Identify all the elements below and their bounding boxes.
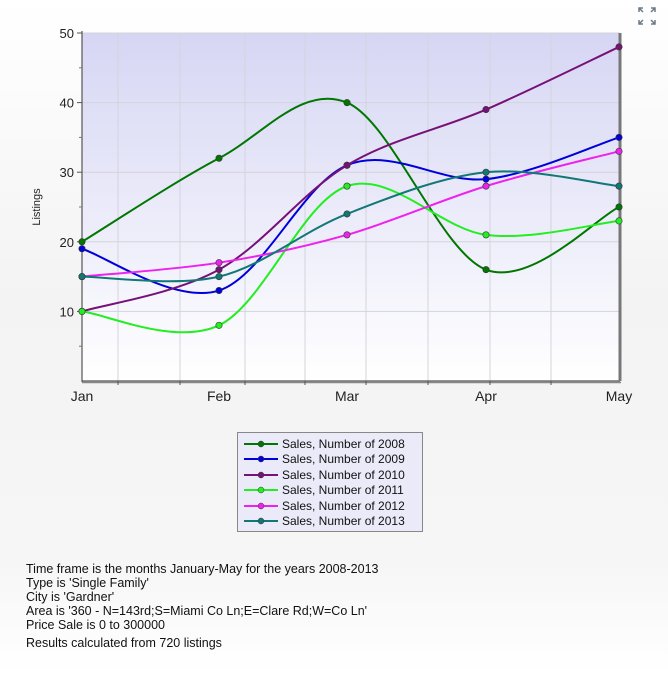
data-point <box>482 106 490 114</box>
series-line <box>81 182 620 334</box>
series-line <box>81 97 620 274</box>
expand-icon[interactable] <box>636 5 658 27</box>
y-tick-label: 10 <box>60 304 74 319</box>
data-point <box>78 307 86 315</box>
data-point <box>343 182 351 190</box>
report-criteria: Time frame is the months January-May for… <box>26 562 378 650</box>
legend-label: Sales, Number of 2009 <box>282 452 405 467</box>
y-tick-label: 20 <box>60 235 74 250</box>
series-sales-number-of-2008 <box>78 97 623 274</box>
y-axis-title: Listings <box>31 188 43 226</box>
legend-label: Sales, Number of 2010 <box>282 467 405 482</box>
data-point <box>482 182 490 190</box>
x-tick-label: Feb <box>207 388 231 404</box>
criteria-line: Price Sale is 0 to 300000 <box>26 618 165 632</box>
data-point <box>343 99 351 107</box>
results-summary: Results calculated from 720 listings <box>26 636 222 650</box>
data-point <box>343 231 351 239</box>
data-point <box>78 245 86 253</box>
data-point <box>615 147 623 155</box>
data-point <box>215 321 223 329</box>
data-point <box>615 133 623 141</box>
data-point <box>78 238 86 246</box>
legend-swatch <box>244 471 278 478</box>
x-tick-label: Apr <box>475 388 497 404</box>
data-point <box>215 273 223 281</box>
series-sales-number-of-2011 <box>78 182 623 334</box>
y-tick-label: 40 <box>60 96 74 111</box>
data-point <box>615 203 623 211</box>
data-point <box>215 266 223 274</box>
data-point <box>343 210 351 218</box>
line-chart: 10 20 30 40 50 Jan Feb Mar Apr May Listings <box>31 26 632 404</box>
legend-label: Sales, Number of 2013 <box>282 514 405 529</box>
data-point <box>482 175 490 183</box>
criteria-line: City is 'Gardner' <box>26 590 115 604</box>
data-point <box>78 273 86 281</box>
criteria-line: Type is 'Single Family' <box>26 576 149 590</box>
data-point <box>215 154 223 162</box>
series-sales-number-of-2013 <box>78 168 623 283</box>
x-tick-label: Jan <box>71 388 94 404</box>
legend-label: Sales, Number of 2008 <box>282 436 405 451</box>
legend-item: Sales, Number of 2008 <box>238 436 422 452</box>
legend-swatch <box>244 487 278 494</box>
data-point <box>215 259 223 267</box>
legend-swatch <box>244 502 278 509</box>
legend-item: Sales, Number of 2010 <box>238 467 422 483</box>
criteria-line: Area is '360 - N=143rd;S=Miami Co Ln;E=C… <box>26 604 368 618</box>
data-point <box>343 161 351 169</box>
legend-swatch <box>244 518 278 525</box>
y-tick-label: 50 <box>60 26 74 41</box>
legend-label: Sales, Number of 2011 <box>282 483 404 498</box>
data-point <box>482 168 490 176</box>
chart-legend: Sales, Number of 2008 Sales, Number of 20… <box>237 432 423 532</box>
data-point <box>615 182 623 190</box>
data-point <box>615 43 623 51</box>
legend-item: Sales, Number of 2012 <box>238 498 422 514</box>
data-point <box>482 231 490 239</box>
data-point <box>482 266 490 274</box>
data-point <box>615 217 623 225</box>
x-tick-label: Mar <box>335 388 359 404</box>
series-sales-number-of-2012 <box>78 147 623 281</box>
legend-item: Sales, Number of 2011 <box>238 483 422 499</box>
legend-item: Sales, Number of 2013 <box>238 514 422 530</box>
criteria-line: Time frame is the months January-May for… <box>26 562 379 576</box>
data-point <box>215 287 223 295</box>
legend-label: Sales, Number of 2012 <box>282 498 405 513</box>
legend-swatch <box>244 440 278 447</box>
plot-area <box>82 33 620 381</box>
legend-item: Sales, Number of 2009 <box>238 452 422 468</box>
legend-swatch <box>244 456 278 463</box>
x-tick-label: May <box>606 388 632 404</box>
y-tick-label: 30 <box>60 165 74 180</box>
